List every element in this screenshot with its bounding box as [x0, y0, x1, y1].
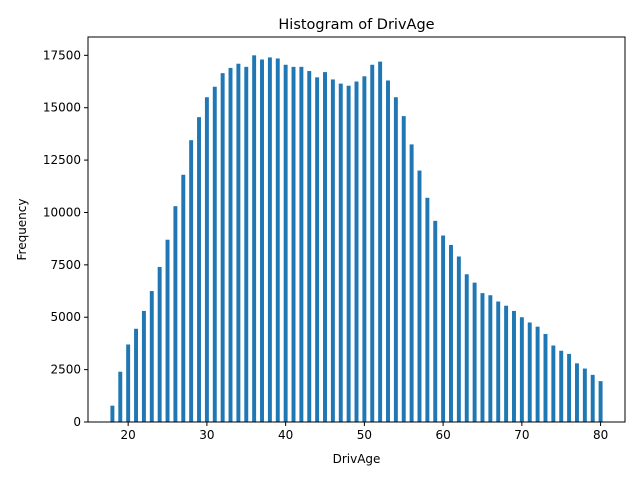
x-ticks-group: 20 30 40 50 60 70 80 [121, 422, 608, 442]
histogram-bar [338, 83, 343, 423]
x-tick-label: 40 [278, 428, 293, 442]
histogram-bar [370, 64, 375, 422]
x-tick-label: 20 [121, 428, 136, 442]
histogram-bar [275, 58, 280, 422]
histogram-bar [519, 317, 524, 422]
histogram-bar [307, 71, 312, 423]
histogram-bar [323, 72, 327, 422]
histogram-bar [527, 322, 532, 422]
histogram-bar [535, 326, 540, 422]
histogram-bar [496, 301, 501, 422]
histogram-bar [504, 305, 509, 422]
histogram-bar [260, 59, 264, 423]
x-tick-label: 70 [514, 428, 529, 442]
y-tick-label: 10000 [43, 205, 81, 219]
y-tick-label: 0 [73, 415, 81, 429]
y-ticks-group: 0 2500 5000 7500 10000 12500 15000 17500 [43, 48, 88, 429]
histogram-bar [267, 57, 272, 423]
bars-group [110, 55, 603, 423]
histogram-bar [157, 266, 162, 422]
histogram-bar [582, 368, 587, 422]
x-tick-label: 50 [357, 428, 372, 442]
y-tick-label: 15000 [43, 101, 81, 115]
histogram-bar [204, 97, 209, 423]
histogram-bar [543, 334, 548, 422]
histogram-bar [299, 66, 304, 423]
histogram-bar [464, 274, 469, 422]
y-tick-label: 17500 [43, 48, 81, 62]
histogram-bar [228, 67, 233, 423]
y-tick-label: 7500 [50, 258, 81, 272]
histogram-bar [488, 295, 493, 422]
histogram-bar [244, 66, 249, 423]
histogram-bar [354, 81, 359, 423]
histogram-bar [417, 170, 422, 422]
y-tick-label: 2500 [50, 363, 81, 377]
histogram-bar [291, 66, 296, 423]
histogram-bar [559, 350, 564, 422]
y-tick-label: 12500 [43, 153, 81, 167]
x-tick-label: 60 [435, 428, 450, 442]
histogram-bar [252, 55, 257, 422]
histogram-bar [433, 220, 438, 422]
histogram-bar [283, 64, 288, 422]
histogram-bar [575, 363, 579, 422]
plot-frame [87, 36, 626, 423]
histogram-bar [551, 345, 556, 422]
x-axis-label: DrivAge [333, 452, 381, 466]
histogram-bar [197, 117, 201, 422]
histogram-bar [598, 381, 603, 422]
histogram-bar [165, 239, 170, 422]
histogram-bar [401, 116, 406, 422]
histogram-bar [118, 371, 123, 422]
chart-title: Histogram of DrivAge [278, 17, 434, 33]
histogram-bar [425, 197, 430, 422]
histogram-bar [567, 353, 572, 422]
histogram-bar [212, 86, 217, 422]
histogram-bar [126, 344, 131, 422]
histogram-bar [441, 235, 446, 422]
histogram-bar [315, 77, 320, 422]
histogram-bar [409, 144, 414, 422]
histogram-bar [189, 140, 194, 422]
histogram-bar [173, 206, 178, 422]
x-tick-label: 30 [199, 428, 214, 442]
y-tick-label: 5000 [50, 310, 81, 324]
histogram-bar [149, 291, 154, 422]
histogram-bar [134, 328, 138, 422]
histogram-bar [480, 293, 485, 422]
histogram-bar [346, 85, 351, 423]
histogram-bar [236, 63, 241, 423]
histogram-bar [472, 282, 477, 422]
histogram-bar [393, 97, 398, 423]
histogram-bar [220, 73, 225, 422]
histogram-bar [141, 310, 146, 422]
x-tick-label: 80 [593, 428, 608, 442]
histogram-bar [362, 76, 367, 422]
histogram-bar [449, 244, 453, 422]
histogram-bar [590, 374, 595, 422]
histogram-bar [181, 174, 186, 422]
histogram-bar [386, 80, 390, 422]
histogram-bar [330, 79, 335, 423]
histogram-bar [378, 61, 383, 423]
histogram-bar [110, 405, 115, 422]
histogram-bar [456, 256, 461, 422]
histogram-bar [512, 310, 516, 422]
y-axis-label: Frequency [15, 199, 29, 261]
